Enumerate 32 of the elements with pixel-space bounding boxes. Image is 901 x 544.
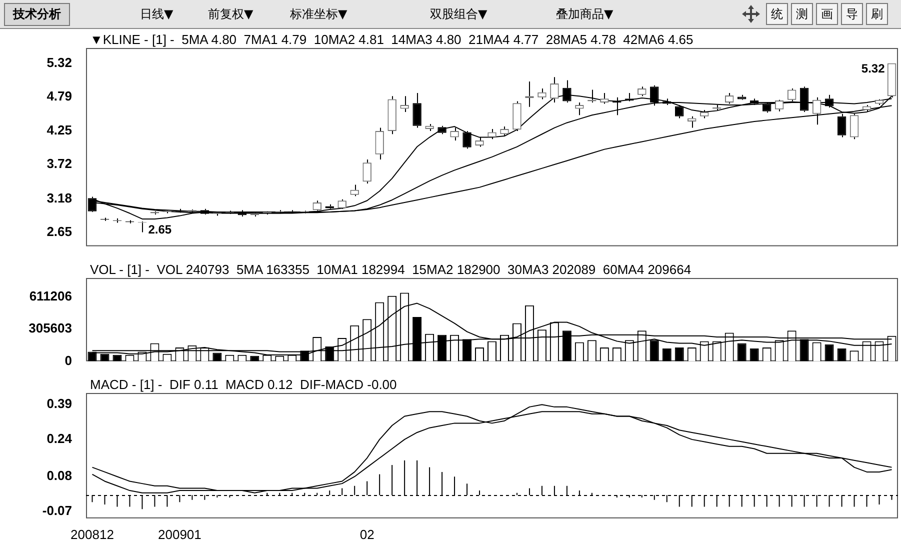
y-tick-label: 305603	[28, 320, 72, 336]
text: 导	[841, 3, 863, 25]
y-tick-label: -0.07	[42, 503, 72, 518]
y-tick-label: 0.08	[46, 468, 72, 484]
annotation: 2.65	[148, 222, 172, 237]
text: 叠加商品▼	[556, 6, 614, 23]
x-tick-label: 02	[360, 526, 374, 542]
text: 统	[766, 3, 788, 25]
y-tick-label: 0	[64, 352, 72, 368]
y-tick-label: 3.72	[46, 156, 72, 172]
y-tick-label: 611206	[29, 288, 72, 304]
x-tick-label: 200901	[158, 526, 202, 542]
y-tick-label: 0.24	[46, 431, 73, 446]
x-tick-label: 200812	[70, 526, 114, 542]
text: 前复权▼	[208, 6, 254, 23]
text: 刷	[866, 3, 888, 25]
text: 标准坐标▼	[290, 6, 348, 23]
text: 测	[791, 3, 813, 25]
text: 日线▼	[140, 6, 174, 23]
text: 双股组合▼	[430, 6, 488, 23]
text: 技术分析	[4, 3, 70, 26]
y-tick-label: 2.65	[46, 224, 72, 239]
y-tick-label: 4.79	[46, 88, 72, 104]
text: 画	[816, 3, 838, 25]
y-tick-label: 5.32	[46, 54, 72, 70]
annotation: 5.32	[861, 62, 886, 76]
y-tick-label: 3.18	[46, 190, 72, 206]
chart-title: MACD - [1] - DIF 0.11 MACD 0.12 DIF-MACD -0.00	[90, 377, 397, 392]
chart-title: VOL - [1] - VOL 240793 5MA 163355 10MA1 182994 15MA2 182900 30MA3 202089 60MA4 209664	[90, 262, 692, 277]
y-tick-label: 4.25	[46, 122, 72, 138]
y-tick-label: 0.39	[46, 396, 72, 412]
chart-title: ▼KLINE - [1] - 5MA 4.80 7MA1 4.79 10MA2 4.81 14MA3 4.80 21MA4 4.77 28MA5 4.78 42MA6 4.65	[90, 32, 694, 47]
